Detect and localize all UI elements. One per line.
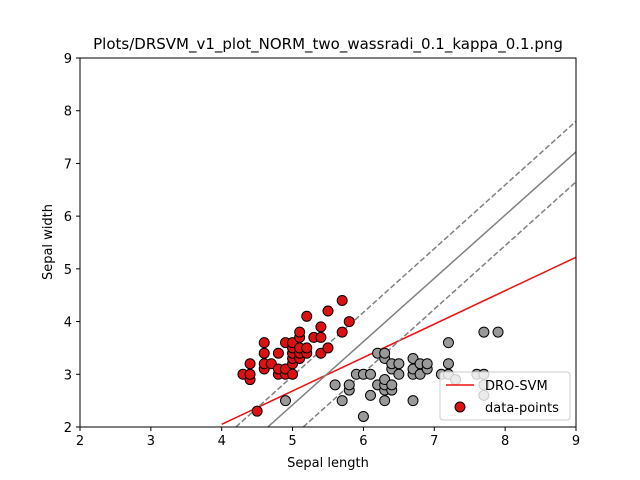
y-axis: 2 3 4 5 6 7 8 9 <box>64 52 80 436</box>
data-point-other <box>393 368 405 380</box>
data-point-setosa <box>287 368 299 380</box>
data-point-setosa <box>315 331 327 343</box>
data-point-setosa <box>322 305 334 317</box>
data-point-other <box>442 358 454 370</box>
data-point-setosa <box>336 326 348 338</box>
legend-label-datapoints: data-points <box>485 401 559 416</box>
data-point-setosa <box>301 342 313 354</box>
x-tick-label: 8 <box>501 434 509 449</box>
data-point-setosa <box>258 347 270 359</box>
data-point-setosa <box>322 342 334 354</box>
data-point-other <box>393 358 405 370</box>
legend: DRO-SVM data-points <box>439 371 571 421</box>
y-tick-label: 6 <box>64 210 72 225</box>
data-point-other <box>379 347 391 359</box>
x-tick-label: 9 <box>572 434 580 449</box>
y-axis-title: Sepal width <box>41 204 56 280</box>
data-point-setosa <box>272 347 284 359</box>
data-point-setosa <box>244 358 256 370</box>
data-point-other <box>442 337 454 349</box>
legend-box <box>439 371 571 421</box>
x-tick-label: 2 <box>76 434 84 449</box>
y-tick-label: 2 <box>64 421 72 436</box>
y-tick-label: 4 <box>64 316 72 331</box>
x-tick-label: 5 <box>288 434 296 449</box>
data-point-setosa <box>294 326 306 338</box>
data-point-other <box>492 326 504 338</box>
chart-title: Plots/DRSVM_v1_plot_NORM_two_wassradi_0.… <box>93 35 563 54</box>
y-tick-label: 3 <box>64 368 72 383</box>
data-point-other <box>379 395 391 407</box>
data-point-other <box>365 368 377 380</box>
data-point-other <box>478 326 490 338</box>
y-tick-label: 5 <box>64 263 72 278</box>
y-tick-label: 9 <box>64 52 72 67</box>
x-tick-label: 6 <box>359 434 367 449</box>
data-point-setosa <box>315 321 327 333</box>
plot-frame <box>79 57 577 428</box>
data-point-other <box>357 410 369 422</box>
data-point-other <box>336 395 348 407</box>
legend-label-drosvm: DRO-SVM <box>485 379 548 394</box>
y-tick-label: 7 <box>64 157 72 172</box>
x-axis-title: Sepal length <box>287 456 369 471</box>
data-point-setosa <box>343 316 355 328</box>
data-point-setosa <box>244 368 256 380</box>
boundary-line <box>267 151 576 427</box>
data-point-other <box>386 379 398 391</box>
legend-marker-swatch <box>454 401 466 413</box>
x-tick-label: 4 <box>218 434 226 449</box>
data-point-other <box>421 358 433 370</box>
data-point-setosa <box>301 310 313 322</box>
x-tick-label: 7 <box>430 434 438 449</box>
data-point-setosa <box>258 337 270 349</box>
data-point-other <box>365 389 377 401</box>
data-point-setosa <box>336 294 348 306</box>
data-point-other <box>343 379 355 391</box>
x-axis: 2 3 4 5 6 7 8 9 <box>76 427 580 449</box>
data-point-other <box>407 395 419 407</box>
data-point-other <box>329 379 341 391</box>
data-point-setosa <box>251 405 263 417</box>
x-tick-label: 3 <box>147 434 155 449</box>
y-tick-label: 8 <box>64 105 72 120</box>
data-point-other <box>279 395 291 407</box>
